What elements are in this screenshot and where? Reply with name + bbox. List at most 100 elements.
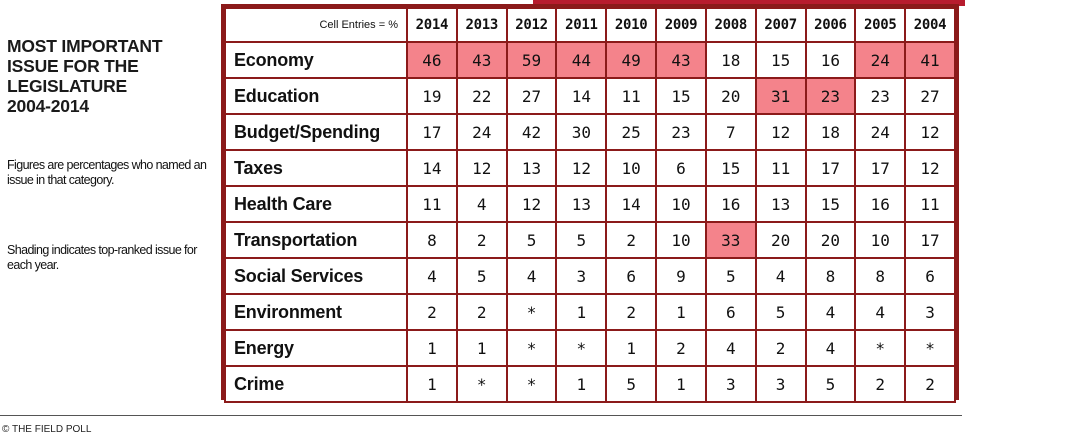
percentage-cell: 2: [605, 293, 658, 331]
issue-label: Crime: [224, 365, 408, 403]
title-line-4: 2004-2014: [7, 96, 89, 116]
percentage-cell: 5: [605, 365, 658, 403]
header-row: Cell Entries = % 2014 2013 2012 2011 201…: [224, 7, 956, 43]
percentage-cell: 1: [655, 365, 707, 403]
percentage-cell: *: [455, 365, 508, 403]
issues-table-frame: Cell Entries = % 2014 2013 2012 2011 201…: [221, 4, 959, 403]
percentage-cell: 15: [754, 41, 807, 79]
year-header: 2012: [505, 7, 558, 43]
percentage-cell: 6: [655, 149, 707, 187]
year-header: 2009: [655, 7, 707, 43]
percentage-cell: 4: [804, 293, 857, 331]
issue-label: Education: [224, 77, 408, 115]
percentage-cell: 24: [455, 113, 508, 151]
year-header: 2007: [754, 7, 807, 43]
percentage-cell: 3: [904, 293, 956, 331]
shading-note: Shading indicates top-ranked issue for e…: [7, 243, 197, 272]
table-row: Education 19 22 27 14 11 15 20 31 23 23 27: [224, 77, 956, 115]
percentage-cell: 14: [406, 149, 458, 187]
table-row: Environment 2 2 * 1 2 1 6 5 4 4 3: [224, 293, 956, 331]
percentage-cell: *: [904, 329, 956, 367]
percentage-cell: 7: [704, 113, 757, 151]
percentage-cell: 23: [655, 113, 707, 151]
percentage-cell: 17: [406, 113, 458, 151]
table-row: Economy 46 43 59 44 49 43 18 15 16 24 41: [224, 41, 956, 79]
year-header: 2006: [804, 7, 857, 43]
percentage-cell: 19: [406, 77, 458, 115]
issues-table: Cell Entries = % 2014 2013 2012 2011 201…: [224, 7, 956, 403]
percentage-cell: 3: [555, 257, 608, 295]
top-ranked-cell: 31: [754, 77, 807, 115]
percentage-cell: 10: [605, 149, 658, 187]
footer-divider: [0, 415, 962, 416]
issue-label: Taxes: [224, 149, 408, 187]
percentage-cell: 1: [406, 329, 458, 367]
percentage-cell: 11: [406, 185, 458, 223]
year-header: 2004: [904, 7, 956, 43]
percentage-cell: 5: [804, 365, 857, 403]
percentage-cell: 4: [704, 329, 757, 367]
percent-note: Figures are percentages who named an iss…: [7, 158, 207, 187]
percentage-cell: 2: [754, 329, 807, 367]
year-header: 2013: [455, 7, 508, 43]
percentage-cell: 10: [854, 221, 907, 259]
percentage-cell: 16: [704, 185, 757, 223]
footer-copyright: © THE FIELD POLL: [2, 424, 92, 435]
percentage-cell: 15: [804, 185, 857, 223]
percentage-cell: 22: [455, 77, 508, 115]
percentage-cell: 2: [406, 293, 458, 331]
table-row: Health Care 11 4 12 13 14 10 16 13 15 16 11: [224, 185, 956, 223]
percentage-cell: 30: [555, 113, 608, 151]
percentage-cell: 27: [505, 77, 558, 115]
percentage-cell: 17: [904, 221, 956, 259]
year-header: 2008: [704, 7, 757, 43]
percentage-cell: 8: [406, 221, 458, 259]
percentage-cell: 2: [455, 221, 508, 259]
percentage-cell: 4: [406, 257, 458, 295]
percentage-cell: 13: [505, 149, 558, 187]
top-ranked-cell: 43: [655, 41, 707, 79]
top-ranked-cell: 49: [605, 41, 658, 79]
year-header: 2014: [406, 7, 458, 43]
percentage-cell: 23: [854, 77, 907, 115]
percentage-cell: 15: [655, 77, 707, 115]
percentage-cell: *: [505, 293, 558, 331]
percentage-cell: *: [505, 365, 558, 403]
percentage-cell: 14: [555, 77, 608, 115]
percentage-cell: 5: [505, 221, 558, 259]
title-line-1: MOST IMPORTANT: [7, 36, 163, 56]
percentage-cell: 8: [854, 257, 907, 295]
percentage-cell: 27: [904, 77, 956, 115]
percentage-cell: 15: [704, 149, 757, 187]
table-body: Economy 46 43 59 44 49 43 18 15 16 24 41 Education 19…: [224, 41, 956, 403]
percentage-cell: 17: [804, 149, 857, 187]
percentage-cell: 2: [655, 329, 707, 367]
percentage-cell: 1: [655, 293, 707, 331]
percentage-cell: 4: [505, 257, 558, 295]
percentage-cell: 4: [854, 293, 907, 331]
percentage-cell: 6: [904, 257, 956, 295]
percentage-cell: *: [555, 329, 608, 367]
percentage-cell: 8: [804, 257, 857, 295]
percentage-cell: 42: [505, 113, 558, 151]
top-ranked-cell: 43: [455, 41, 508, 79]
percentage-cell: 2: [854, 365, 907, 403]
percentage-cell: 12: [754, 113, 807, 151]
table-row: Crime 1 * * 1 5 1 3 3 5 2 2: [224, 365, 956, 403]
percentage-cell: 5: [704, 257, 757, 295]
percentage-cell: 2: [455, 293, 508, 331]
title-line-2: ISSUE FOR THE: [7, 56, 139, 76]
issue-label: Social Services: [224, 257, 408, 295]
top-accent-bar: [533, 0, 965, 6]
percentage-cell: 4: [804, 329, 857, 367]
percentage-cell: 1: [555, 365, 608, 403]
top-ranked-cell: 41: [904, 41, 956, 79]
percentage-cell: 12: [555, 149, 608, 187]
percentage-cell: 11: [605, 77, 658, 115]
top-ranked-cell: 24: [854, 41, 907, 79]
percentage-cell: 1: [406, 365, 458, 403]
percentage-cell: 1: [455, 329, 508, 367]
percentage-cell: 12: [904, 149, 956, 187]
table-row: Budget/Spending 17 24 42 30 25 23 7 12 18 24 12: [224, 113, 956, 151]
percentage-cell: 11: [904, 185, 956, 223]
